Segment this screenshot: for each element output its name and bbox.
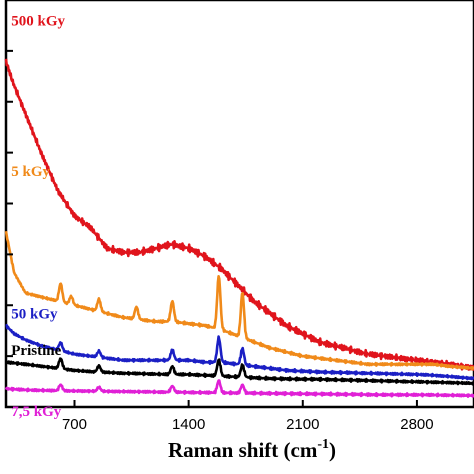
x-axis-title: Raman shift (cm-1) bbox=[168, 437, 336, 462]
y-axis-ticks bbox=[6, 0, 13, 408]
x-tick-label: 2100 bbox=[286, 416, 319, 433]
series-line-7-5-kgy bbox=[4, 379, 474, 398]
series-lines bbox=[4, 58, 474, 398]
series-line-pristine bbox=[4, 357, 474, 386]
series-label-50-kgy: 50 kGy bbox=[11, 306, 58, 322]
x-tick-label: 2800 bbox=[400, 416, 433, 433]
series-label-pristine: Pristine bbox=[11, 343, 61, 359]
x-tick-label: 1400 bbox=[172, 416, 205, 433]
series-label-5-kgy: 5 kGy bbox=[11, 164, 50, 180]
series-line-50-kgy bbox=[5, 324, 474, 381]
x-axis-ticks: 700 1400 2100 2800 bbox=[62, 400, 434, 433]
plot-frame bbox=[4, 0, 474, 409]
series-label-7-5-kgy: 7,5 kGy bbox=[11, 404, 62, 420]
series-label-500-kgy: 500 kGy bbox=[11, 13, 65, 29]
series-labels: 500 kGy 5 kGy 50 kGy Pristine 7,5 kGy bbox=[11, 13, 65, 420]
x-tick-label: 700 bbox=[62, 416, 87, 433]
series-line-5-kgy bbox=[4, 230, 474, 371]
series-line-500-kgy bbox=[4, 58, 474, 371]
